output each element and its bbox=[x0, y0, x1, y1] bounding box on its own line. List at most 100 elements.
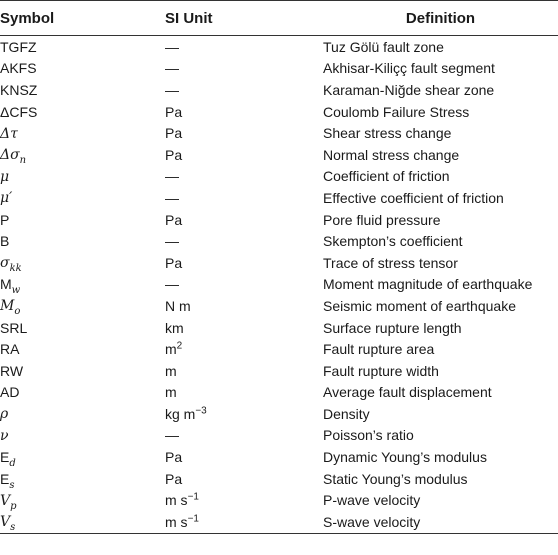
cell-definition: Karaman-Niğde shear zone bbox=[323, 81, 495, 98]
cell-definition: Tuz Gölü fault zone bbox=[323, 38, 444, 55]
unit-text: Pa bbox=[165, 125, 183, 142]
cell-definition: Seismic moment of earthquake bbox=[323, 297, 516, 314]
cell-symbol: AD bbox=[0, 382, 165, 404]
cell-definition: Akhisar-Kiliçç fault segment bbox=[323, 60, 495, 77]
cell-si-unit: — bbox=[165, 187, 323, 209]
table-row: RA m2 Fault rupture area bbox=[0, 338, 558, 360]
cell-si-unit: — bbox=[165, 166, 323, 188]
table-row: KNSZ — Karaman-Niğde shear zone bbox=[0, 79, 558, 101]
cell-si-unit: m s−1 bbox=[165, 489, 323, 511]
cell-si-unit: m s−1 bbox=[165, 511, 323, 534]
cell-symbol: ν bbox=[0, 425, 165, 447]
cell-definition: Shear stress change bbox=[323, 125, 452, 142]
cell-symbol: Vp bbox=[0, 489, 165, 511]
cell-si-unit: Pa bbox=[165, 101, 323, 123]
symbol-text: AD bbox=[0, 384, 20, 401]
cell-si-unit: Pa bbox=[165, 252, 323, 274]
symbol-text: E bbox=[0, 470, 10, 487]
unit-text: m bbox=[165, 362, 177, 379]
symbol-subscript: s bbox=[10, 522, 16, 534]
cell-symbol: Es bbox=[0, 468, 165, 490]
cell-definition: Dynamic Young’s modulus bbox=[323, 449, 487, 466]
table-row: TGFZ — Tuz Gölü fault zone bbox=[0, 36, 558, 58]
cell-si-unit: N m bbox=[165, 295, 323, 317]
symbol-text: ρ bbox=[0, 406, 9, 423]
unit-text: kg m bbox=[165, 405, 196, 422]
table-body: TGFZ — Tuz Gölü fault zone AKFS — Akhisar-Kil… bbox=[0, 36, 558, 534]
table-row: Δτ Pa Shear stress change bbox=[0, 122, 558, 144]
unit-superscript: 2 bbox=[176, 340, 183, 352]
cell-si-unit: — bbox=[165, 79, 323, 101]
symbol-subscript: p bbox=[10, 500, 17, 512]
cell-si-unit: m2 bbox=[165, 338, 323, 360]
symbol-text: V bbox=[0, 514, 11, 531]
cell-definition: Poisson’s ratio bbox=[323, 427, 414, 444]
unit-superscript: −1 bbox=[187, 491, 199, 503]
table-row: ν — Poisson’s ratio bbox=[0, 425, 558, 447]
table-row: Vs m s−1 S-wave velocity bbox=[0, 511, 558, 534]
table-row: Mo N m Seismic moment of earthquake bbox=[0, 295, 558, 317]
symbol-text: μ bbox=[0, 168, 10, 185]
symbol-text: M bbox=[0, 298, 15, 315]
table-row: RW m Fault rupture width bbox=[0, 360, 558, 382]
symbol-text: μ′ bbox=[0, 190, 13, 207]
cell-definition: Moment magnitude of earthquake bbox=[323, 276, 533, 293]
cell-definition: Static Young’s modulus bbox=[323, 470, 468, 487]
symbol-text: KNSZ bbox=[0, 81, 38, 98]
unit-text: m bbox=[165, 384, 177, 401]
unit-superscript: −3 bbox=[195, 405, 207, 417]
cell-symbol: AKFS bbox=[0, 58, 165, 80]
cell-si-unit: m bbox=[165, 382, 323, 404]
symbol-text: ΔCFS bbox=[0, 103, 38, 120]
symbol-text: RA bbox=[0, 341, 20, 358]
cell-symbol: Ed bbox=[0, 446, 165, 468]
cell-symbol: σkk bbox=[0, 252, 165, 275]
unit-text: Pa bbox=[165, 254, 183, 271]
cell-symbol: RW bbox=[0, 360, 165, 382]
cell-si-unit: Pa bbox=[165, 144, 323, 166]
table-row: μ — Coefficient of friction bbox=[0, 166, 558, 188]
unit-text: Pa bbox=[165, 103, 183, 120]
unit-text: km bbox=[165, 319, 184, 336]
symbol-text: M bbox=[0, 276, 12, 293]
unit-text: — bbox=[165, 168, 179, 185]
cell-symbol: Δτ bbox=[0, 122, 165, 144]
cell-definition: Normal stress change bbox=[323, 146, 460, 163]
cell-definition: Average fault displacement bbox=[323, 384, 492, 401]
cell-si-unit: — bbox=[165, 274, 323, 296]
cell-si-unit: Pa bbox=[165, 446, 323, 468]
cell-symbol: μ bbox=[0, 166, 165, 188]
table-row: Mw — Moment magnitude of earthquake bbox=[0, 274, 558, 297]
unit-text: Pa bbox=[165, 470, 183, 487]
symbol-table: Symbol SI Unit Definition TGFZ — Tuz Gölü … bbox=[0, 0, 558, 534]
symbol-text: B bbox=[0, 233, 10, 250]
unit-text: m bbox=[165, 341, 177, 358]
table-row: σkk Pa Trace of stress tensor bbox=[0, 252, 558, 274]
symbol-subscript: s bbox=[9, 479, 15, 491]
symbol-text: σ bbox=[0, 255, 10, 272]
cell-symbol: μ′ bbox=[0, 187, 165, 209]
cell-symbol: Δσn bbox=[0, 144, 165, 165]
unit-text: Pa bbox=[165, 211, 183, 228]
table-row: ΔCFS Pa Coulomb Failure Stress bbox=[0, 101, 558, 123]
cell-si-unit: Pa bbox=[165, 468, 323, 490]
unit-text: — bbox=[165, 427, 179, 444]
unit-text: — bbox=[165, 38, 179, 55]
unit-text: — bbox=[165, 60, 179, 77]
unit-superscript: −1 bbox=[187, 513, 199, 525]
cell-definition: Density bbox=[323, 405, 370, 422]
symbol-text: TGFZ bbox=[0, 38, 37, 55]
cell-symbol: RA bbox=[0, 338, 165, 360]
cell-definition: Skempton’s coefficient bbox=[323, 233, 463, 250]
table-row: ρ kg m−3 Density bbox=[0, 403, 558, 425]
cell-symbol: Vs bbox=[0, 511, 165, 534]
cell-symbol: Mo bbox=[0, 295, 165, 318]
cell-symbol: P bbox=[0, 209, 165, 231]
cell-si-unit: Pa bbox=[165, 209, 323, 231]
symbol-subscript: o bbox=[14, 306, 21, 318]
symbol-subscript: kk bbox=[9, 263, 22, 275]
cell-symbol: SRL bbox=[0, 317, 165, 339]
symbol-subscript: w bbox=[11, 285, 21, 297]
cell-si-unit: — bbox=[165, 58, 323, 80]
